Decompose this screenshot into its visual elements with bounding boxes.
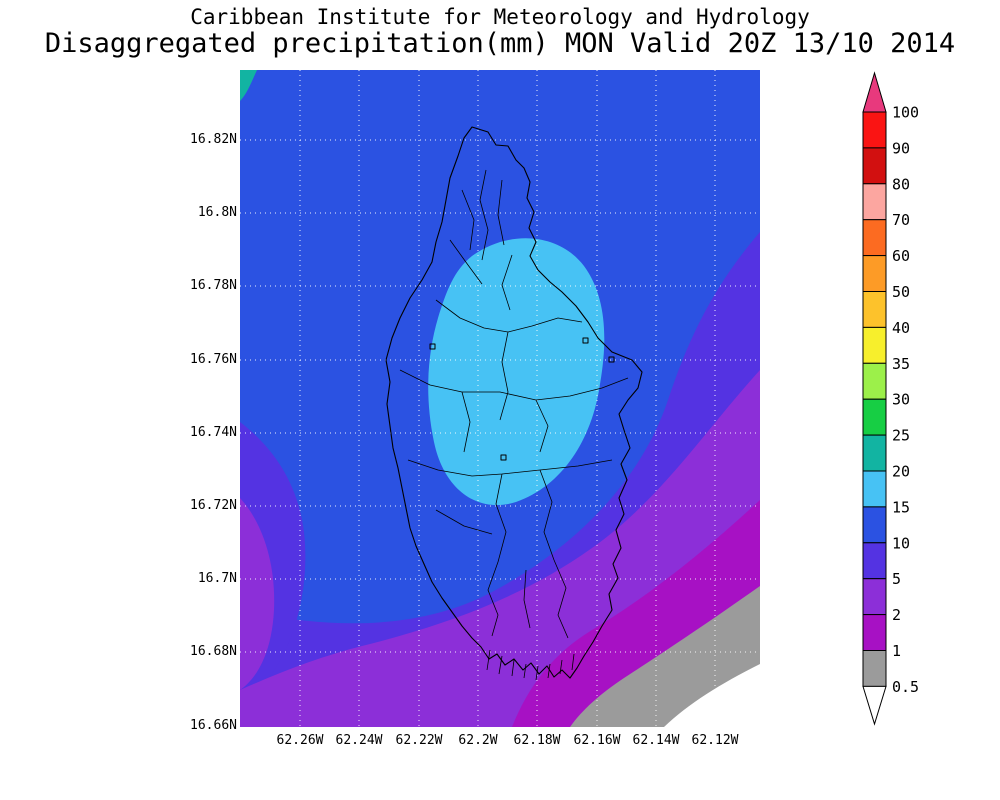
colorbar-segment	[862, 578, 887, 616]
colorbar-label: 25	[892, 427, 910, 445]
colorbar: 100 90 80 70 60 50 40 35 30 25 20 15 10 …	[862, 71, 919, 726]
colorbar-label: 1	[892, 642, 901, 660]
colorbar-segment	[862, 614, 887, 651]
colorbar-label: 50	[892, 283, 910, 301]
lat-tick-label: 16.66N	[190, 718, 237, 733]
colorbar-label: 100	[892, 104, 919, 122]
station-marker	[582, 337, 589, 344]
colorbar-segment	[862, 362, 887, 400]
station-markers	[429, 337, 615, 461]
colorbar-segment	[862, 506, 887, 544]
colorbar-label: 10	[892, 534, 910, 552]
colorbar-label: 2	[892, 606, 901, 624]
lon-tick-label: 62.24W	[335, 733, 383, 748]
lat-tick-label: 16.7N	[197, 571, 237, 586]
colorbar-segment	[862, 147, 887, 185]
colorbar-label: 40	[892, 319, 910, 337]
colorbar-segment	[862, 291, 887, 328]
colorbar-label: 80	[892, 175, 910, 193]
colorbar-top-arrow	[862, 71, 887, 113]
station-marker	[500, 454, 507, 461]
colorbar-label: 5	[892, 570, 901, 588]
lon-tick-label: 62.12W	[691, 733, 739, 748]
contour-region-20-25mm	[240, 70, 257, 101]
colorbar-segment	[862, 470, 887, 508]
colorbar-label: 15	[892, 498, 910, 516]
lat-tick-label: 16.76N	[190, 352, 237, 367]
colorbar-label: 35	[892, 355, 910, 373]
colorbar-label: 20	[892, 463, 910, 481]
station-marker	[429, 343, 436, 350]
colorbar-labels: 100 90 80 70 60 50 40 35 30 25 20 15 10 …	[892, 104, 919, 696]
colorbar-segment	[862, 326, 887, 364]
colorbar-label: 30	[892, 391, 910, 409]
lon-tick-label: 62.2W	[458, 733, 498, 748]
island-outline-montserrat	[385, 126, 643, 681]
station-marker	[608, 356, 615, 363]
page-subtitle: Disaggregated precipitation(mm) MON Vali…	[44, 28, 956, 59]
colorbar-bottom-arrow	[862, 685, 887, 726]
lat-tick-label: 16.72N	[190, 498, 237, 513]
colorbar-label: 90	[892, 139, 910, 157]
colorbar-label: 70	[892, 211, 910, 229]
page-title: Caribbean Institute for Meteorology and …	[190, 5, 810, 29]
lon-tick-label: 62.14W	[632, 733, 680, 748]
lat-tick-label: 16.8N	[197, 205, 237, 220]
colorbar-label: 60	[892, 247, 910, 265]
contour-region-15-20mm	[428, 238, 605, 506]
lon-tick-label: 62.22W	[395, 733, 443, 748]
contour-region-2-5mm-west	[240, 498, 275, 690]
colorbar-segment	[862, 219, 887, 257]
lat-tick-label: 16.78N	[190, 278, 237, 293]
colorbar-segment	[862, 255, 887, 293]
colorbar-segment	[862, 650, 887, 687]
lon-tick-label: 62.26W	[276, 733, 324, 748]
lat-tick-label: 16.68N	[190, 644, 237, 659]
colorbar-segment	[862, 434, 887, 472]
contour-region-below-0.5mm	[664, 664, 760, 727]
colorbar-segment	[862, 398, 887, 436]
lon-tick-label: 62.18W	[513, 733, 561, 748]
drainage-lines	[399, 169, 629, 681]
colorbar-segment	[862, 183, 887, 221]
precipitation-map	[240, 70, 760, 727]
gridlines	[240, 70, 760, 727]
coastline	[385, 126, 643, 679]
colorbar-segment	[862, 542, 887, 580]
lon-tick-label: 62.16W	[573, 733, 621, 748]
lat-tick-label: 16.82N	[190, 132, 237, 147]
lat-tick-label: 16.74N	[190, 425, 237, 440]
colorbar-label: 0.5	[892, 678, 919, 696]
colorbar-segment	[862, 111, 887, 149]
